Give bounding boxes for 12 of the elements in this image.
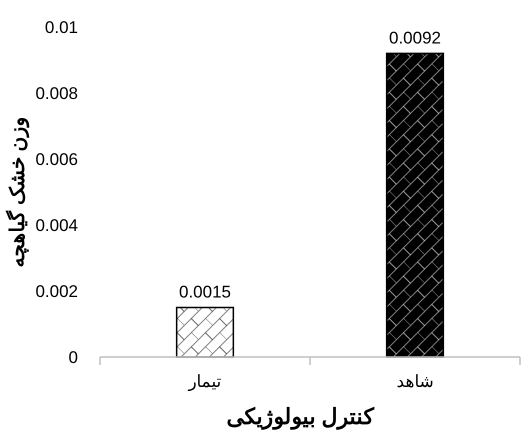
y-tick-label: 0 [68,348,78,367]
data-label: 0.0015 [179,282,231,302]
y-axis-title: وزن خشک گیاهچه [5,116,30,268]
y-tick-label: 0.006 [35,150,78,169]
x-tick-label: شاهد [396,372,434,391]
y-tick-label: 0.01 [44,18,78,37]
y-tick-label: 0.008 [35,84,78,103]
y-tick-label: 0.002 [35,282,78,301]
y-tick-label: 0.004 [35,216,78,235]
x-tick-label: تیمار [188,372,222,392]
data-label: 0.0092 [389,28,441,48]
x-axis-title: کنترل بیولوژیکی [226,404,375,430]
